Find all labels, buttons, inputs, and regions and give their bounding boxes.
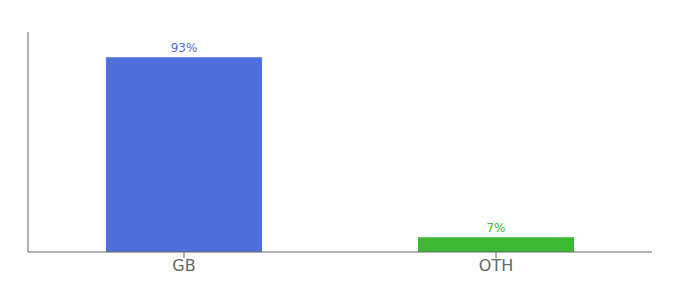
- svg-text:OTH: OTH: [479, 256, 513, 275]
- svg-text:93%: 93%: [171, 41, 198, 55]
- svg-text:7%: 7%: [486, 221, 505, 235]
- svg-text:GB: GB: [172, 256, 195, 275]
